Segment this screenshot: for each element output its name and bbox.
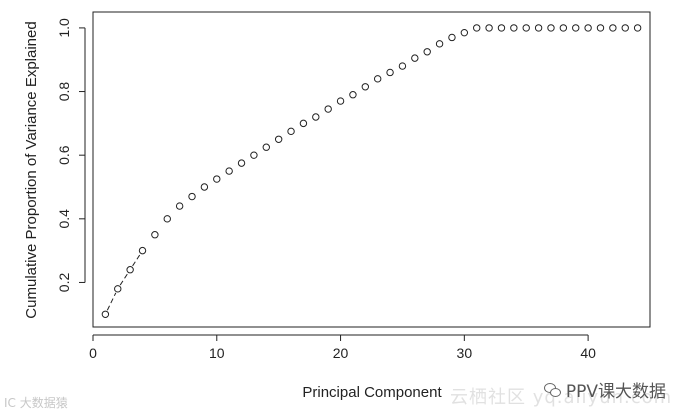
watermark-left: IC 大数据猿	[4, 396, 68, 410]
watermark-middle: 云栖社区 yq.aliyun.com	[450, 387, 673, 408]
wechat-icon	[543, 382, 562, 397]
connector-segment	[119, 273, 129, 286]
watermark-brand-text: PPV课大数据	[565, 382, 666, 402]
data-point	[596, 24, 605, 32]
data-point	[114, 285, 122, 293]
data-point	[336, 97, 345, 105]
data-point	[572, 24, 580, 32]
y-tick-label: 0.2	[56, 273, 72, 293]
data-point	[485, 24, 493, 32]
data-point	[225, 167, 233, 175]
data-point	[510, 24, 518, 32]
y-tick-label: 0.4	[56, 209, 72, 229]
dashed-connector	[106, 254, 141, 311]
data-point	[151, 231, 159, 239]
x-tick-label: 40	[580, 345, 596, 361]
y-tick-label: 1.0	[56, 18, 72, 38]
plot-area	[92, 11, 651, 328]
data-point	[287, 127, 295, 136]
x-tick-label: 10	[209, 345, 225, 361]
data-point	[101, 310, 110, 318]
data-point	[175, 202, 184, 210]
connector-segment	[132, 254, 141, 267]
data-point	[547, 24, 555, 32]
data-point	[373, 75, 382, 83]
data-point	[621, 24, 629, 32]
data-point	[274, 135, 283, 143]
data-point	[584, 24, 592, 32]
x-tick-label: 30	[457, 345, 473, 361]
data-point	[250, 151, 258, 159]
x-axis: 0 10 20 30 40	[89, 334, 596, 361]
data-point	[361, 83, 370, 91]
data-point	[448, 33, 456, 42]
data-point	[349, 91, 357, 99]
data-point	[200, 183, 209, 191]
data-point	[386, 68, 394, 77]
data-point	[559, 24, 568, 32]
data-point	[633, 24, 642, 32]
y-axis-title: Cumulative Proportion of Variance Explai…	[23, 21, 40, 318]
data-point	[497, 24, 506, 32]
data-points	[101, 24, 642, 318]
data-point	[324, 105, 332, 113]
y-tick-label: 0.8	[56, 82, 72, 102]
data-point	[312, 113, 320, 121]
y-axis: 0.2 0.4 0.6 0.8 1.0	[56, 18, 86, 293]
data-point	[460, 28, 469, 37]
y-tick-label: 0.6	[56, 145, 72, 165]
data-point	[299, 119, 308, 128]
data-point	[126, 266, 134, 274]
data-point	[522, 24, 530, 32]
data-point	[609, 24, 617, 32]
data-point	[188, 192, 196, 201]
x-tick-label: 20	[333, 345, 349, 361]
data-point	[398, 62, 407, 70]
x-tick-label: 0	[89, 345, 97, 361]
data-point	[473, 24, 481, 32]
data-point	[435, 40, 444, 48]
data-point	[163, 215, 171, 223]
data-point	[423, 48, 431, 56]
watermark-brand: PPV课大数据	[543, 377, 666, 402]
data-point	[138, 246, 147, 255]
data-point	[262, 143, 270, 151]
data-point	[237, 159, 246, 167]
data-point	[534, 24, 543, 32]
connector-segment	[106, 292, 117, 311]
x-axis-title: Principal Component	[302, 384, 442, 401]
data-point	[213, 175, 221, 183]
data-point	[411, 54, 419, 62]
